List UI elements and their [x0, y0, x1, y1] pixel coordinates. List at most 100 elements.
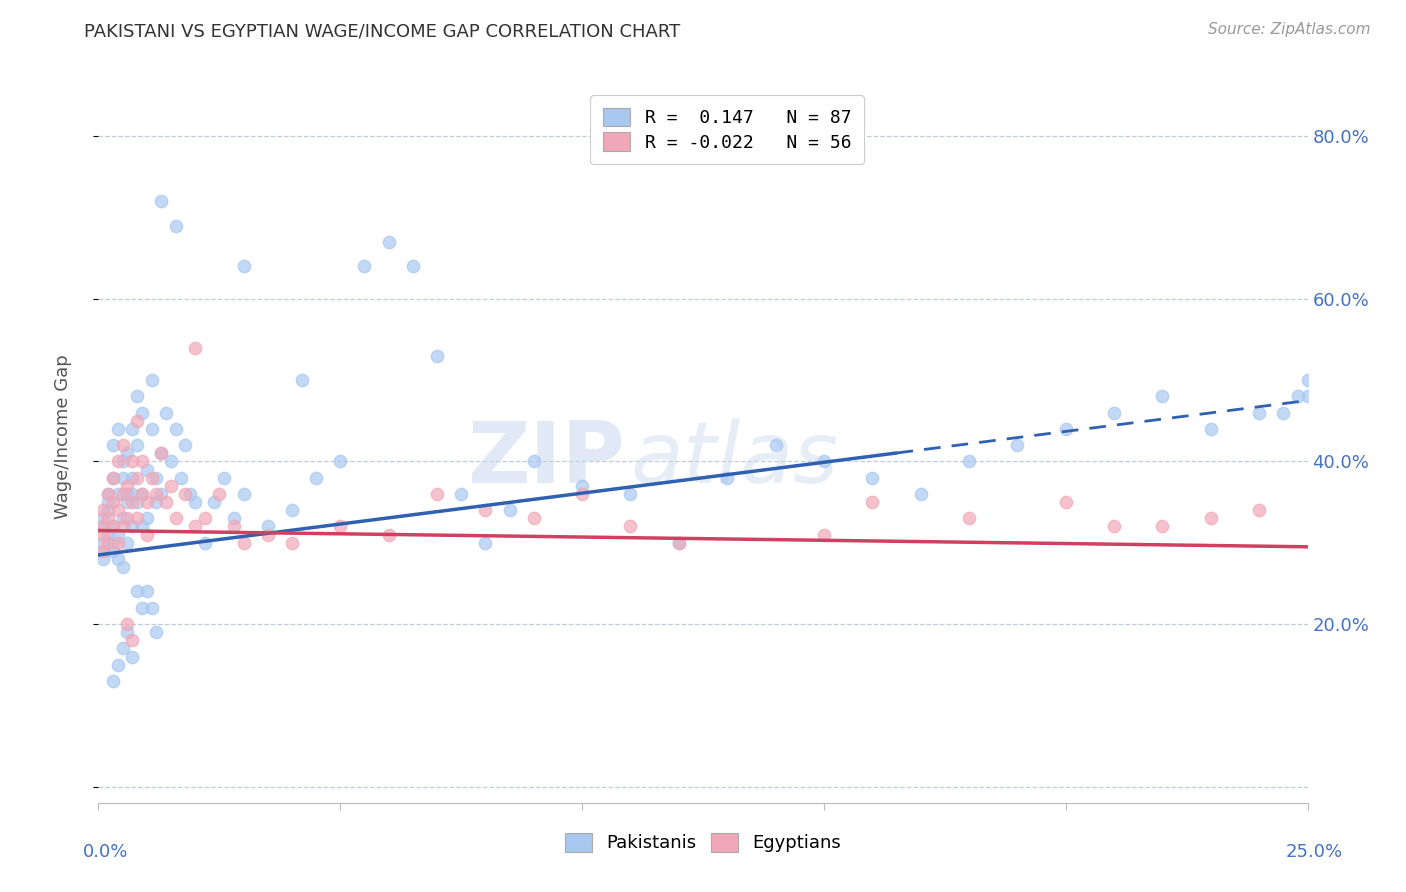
Point: [165, 219, 187, 233]
Point: [117, 479, 139, 493]
Point: [111, 454, 134, 468]
Point: [426, 349, 449, 363]
Point: [668, 535, 690, 549]
Point: [1249, 503, 1271, 517]
Point: [135, 527, 157, 541]
Point: [107, 527, 129, 541]
Point: [101, 519, 124, 533]
Point: [117, 617, 139, 632]
Point: [668, 535, 690, 549]
Point: [91, 527, 114, 541]
Point: [121, 649, 143, 664]
Y-axis label: Wage/Income Gap: Wage/Income Gap: [53, 355, 72, 519]
Point: [256, 519, 278, 533]
Point: [101, 471, 124, 485]
Text: 25.0%: 25.0%: [1286, 843, 1343, 861]
Point: [131, 487, 153, 501]
Point: [117, 446, 139, 460]
Point: [1102, 406, 1125, 420]
Point: [111, 560, 134, 574]
Point: [121, 471, 143, 485]
Point: [474, 503, 496, 517]
Point: [91, 503, 114, 517]
Point: [127, 584, 149, 599]
Point: [107, 552, 129, 566]
Point: [281, 535, 304, 549]
Point: [174, 487, 197, 501]
Point: [1272, 406, 1295, 420]
Point: [150, 487, 173, 501]
Point: [194, 511, 217, 525]
Point: [97, 487, 120, 501]
Point: [131, 600, 153, 615]
Point: [117, 495, 139, 509]
Text: ZIP: ZIP: [467, 417, 624, 500]
Point: [184, 341, 207, 355]
Point: [290, 373, 312, 387]
Point: [117, 487, 139, 501]
Point: [305, 471, 328, 485]
Text: Source: ZipAtlas.com: Source: ZipAtlas.com: [1208, 22, 1371, 37]
Point: [957, 454, 980, 468]
Point: [101, 673, 124, 688]
Point: [141, 471, 163, 485]
Point: [184, 519, 207, 533]
Point: [402, 260, 425, 274]
Point: [281, 503, 304, 517]
Point: [160, 479, 183, 493]
Point: [329, 519, 352, 533]
Legend: Pakistanis, Egyptians: Pakistanis, Egyptians: [558, 826, 848, 860]
Point: [813, 527, 835, 541]
Point: [169, 471, 191, 485]
Point: [222, 511, 245, 525]
Point: [1054, 495, 1077, 509]
Point: [127, 495, 149, 509]
Point: [101, 535, 124, 549]
Point: [127, 471, 149, 485]
Point: [204, 495, 226, 509]
Point: [131, 487, 153, 501]
Point: [1054, 422, 1077, 436]
Point: [1102, 519, 1125, 533]
Point: [101, 471, 124, 485]
Point: [97, 511, 120, 525]
Point: [121, 422, 143, 436]
Point: [426, 487, 449, 501]
Point: [135, 495, 157, 509]
Point: [377, 527, 399, 541]
Point: [127, 511, 149, 525]
Point: [121, 487, 143, 501]
Point: [619, 487, 641, 501]
Point: [101, 519, 124, 533]
Point: [91, 552, 114, 566]
Point: [860, 495, 883, 509]
Point: [107, 535, 129, 549]
Point: [377, 235, 399, 249]
Point: [127, 438, 149, 452]
Point: [145, 625, 167, 640]
Point: [121, 454, 143, 468]
Point: [111, 641, 134, 656]
Point: [232, 487, 254, 501]
Point: [150, 446, 173, 460]
Point: [97, 487, 120, 501]
Point: [571, 479, 593, 493]
Point: [117, 535, 139, 549]
Point: [131, 519, 153, 533]
Point: [121, 633, 143, 648]
Point: [174, 438, 197, 452]
Point: [121, 519, 143, 533]
Point: [111, 471, 134, 485]
Point: [91, 519, 114, 533]
Point: [111, 438, 134, 452]
Point: [121, 495, 143, 509]
Point: [135, 584, 157, 599]
Point: [1296, 389, 1319, 403]
Point: [91, 535, 114, 549]
Point: [179, 487, 201, 501]
Point: [160, 454, 183, 468]
Point: [107, 503, 129, 517]
Point: [765, 438, 787, 452]
Point: [353, 260, 375, 274]
Point: [957, 511, 980, 525]
